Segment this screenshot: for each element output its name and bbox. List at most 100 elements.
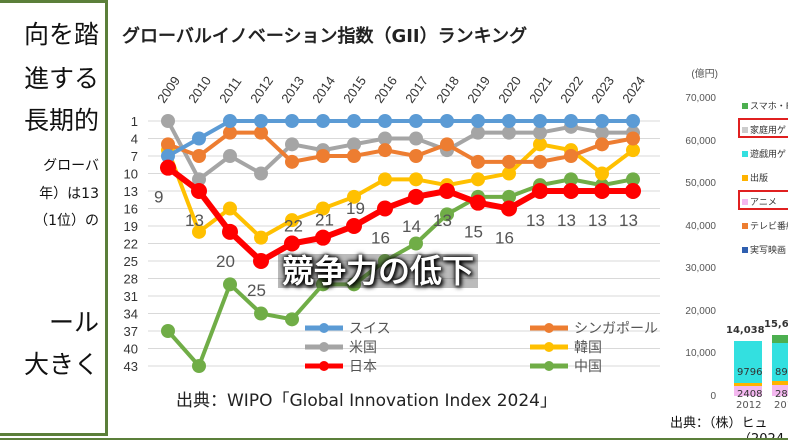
data-point xyxy=(378,131,392,146)
data-point xyxy=(471,125,485,140)
legend-marker xyxy=(544,323,554,333)
data-point xyxy=(409,236,423,251)
data-label: 13 xyxy=(185,211,204,230)
data-point xyxy=(378,114,392,128)
x-tick-label: 2014 xyxy=(309,73,338,105)
legend-swatch xyxy=(742,103,748,109)
x-tick-label: 2010 xyxy=(185,73,214,105)
text-line: グローバ xyxy=(43,158,99,174)
data-label: 19 xyxy=(346,199,365,218)
data-label: 14 xyxy=(402,217,421,236)
left-text-panel: 向を踏 進する 長期的 グローバ 年）は13 （1位）の ール 大きく xyxy=(0,0,108,436)
y-tick-label: 60,000 xyxy=(685,135,716,147)
data-point xyxy=(223,149,237,163)
data-point xyxy=(347,189,361,204)
bar-label: 9796 xyxy=(737,366,763,378)
data-point xyxy=(161,149,175,163)
legend-label: 米国 xyxy=(349,340,377,356)
data-point xyxy=(346,218,362,234)
data-point xyxy=(161,137,175,152)
y-tick-label: 40,000 xyxy=(685,220,716,232)
data-point xyxy=(285,114,299,128)
series-line-スイス xyxy=(167,119,633,158)
legend-swatch xyxy=(742,127,748,133)
legend-label: アニメ xyxy=(750,198,777,208)
data-point xyxy=(533,137,547,152)
data-point xyxy=(223,114,237,128)
data-point xyxy=(626,114,640,128)
data-point xyxy=(533,154,547,169)
data-point xyxy=(316,149,330,163)
data-point xyxy=(439,183,455,199)
data-point xyxy=(594,183,610,199)
data-point xyxy=(285,213,299,228)
bar-total: 14,038 xyxy=(726,325,765,337)
data-point xyxy=(223,277,237,292)
data-point xyxy=(409,149,423,163)
legend-item: 家庭用ゲ xyxy=(742,123,786,136)
data-point xyxy=(192,131,206,146)
text-line: 長期的 xyxy=(23,106,99,135)
y-tick-label: 25 xyxy=(124,254,138,269)
y-tick-label: 40 xyxy=(124,342,138,357)
data-label: 13 xyxy=(619,211,638,230)
data-point xyxy=(501,200,517,217)
data-point xyxy=(192,224,206,239)
data-point xyxy=(533,114,547,128)
data-point xyxy=(347,149,361,163)
legend-label: 中国 xyxy=(574,359,602,375)
data-point xyxy=(625,183,641,199)
bar-segment xyxy=(772,343,788,382)
data-label: 13 xyxy=(588,211,607,230)
data-point xyxy=(502,166,516,181)
y-tick-label: 34 xyxy=(124,307,138,322)
data-point xyxy=(595,137,609,152)
legend-marker xyxy=(319,323,329,333)
data-point xyxy=(533,125,547,140)
data-point xyxy=(378,254,392,268)
data-label: 16 xyxy=(495,229,514,248)
data-point xyxy=(409,131,423,146)
data-point xyxy=(223,125,237,140)
data-point xyxy=(222,223,238,240)
data-point xyxy=(253,253,269,269)
data-point xyxy=(285,312,299,327)
y-tick-label: 19 xyxy=(124,219,138,234)
unit-label: (億円) xyxy=(691,69,718,80)
data-point xyxy=(626,172,640,187)
y-tick-label: 1 xyxy=(131,114,138,129)
legend-label: シンガポール xyxy=(574,321,658,337)
data-point xyxy=(502,189,516,204)
data-point xyxy=(564,149,578,163)
y-tick-label: 16 xyxy=(124,202,138,217)
data-point xyxy=(316,277,330,292)
legend-label: 遊戯用ゲ xyxy=(750,150,787,160)
x-tick-label: 2017 xyxy=(402,73,431,105)
data-point xyxy=(285,154,299,169)
highlight-box xyxy=(738,118,788,138)
y-tick-label: 50,000 xyxy=(685,178,716,189)
bar-label: 892 xyxy=(775,366,788,378)
y-tick-label: 31 xyxy=(124,289,138,304)
data-label: 20 xyxy=(216,252,235,271)
data-point xyxy=(564,172,578,187)
x-tick-label: 2021 xyxy=(526,73,555,105)
series-line-シンガポール xyxy=(167,130,634,164)
x-tick-label: 2020 xyxy=(495,73,524,105)
legend-marker xyxy=(544,361,554,371)
bar-segment xyxy=(772,384,788,397)
x-tick-label: 2011 xyxy=(216,74,244,106)
data-label: 13 xyxy=(526,211,545,230)
data-point xyxy=(595,125,609,140)
series-line-韓国 xyxy=(166,142,635,241)
y-tick-label: 0 xyxy=(710,390,716,402)
data-point xyxy=(564,114,578,128)
data-point xyxy=(285,137,299,152)
x-tick-label: 201 xyxy=(774,399,788,411)
data-label: 22 xyxy=(284,217,303,236)
legend-marker xyxy=(544,342,554,352)
legend-label: 日本 xyxy=(349,359,377,375)
text-line: 向を踏 xyxy=(23,20,99,49)
data-point xyxy=(347,114,361,128)
